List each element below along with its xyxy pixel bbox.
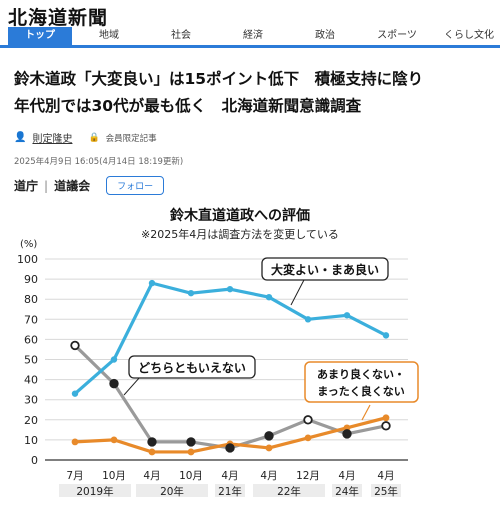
point-s1-3 xyxy=(186,437,196,447)
point-s2-5 xyxy=(265,444,273,452)
x-tick-3: 10月 xyxy=(179,470,203,482)
x-tick-labels: 7月 10月 4月 10月 4月 4月 12月 4月 4月 2019年 20年 21年 22年 24年 25… xyxy=(59,470,401,498)
section-tag-prefecture[interactable]: 道庁 xyxy=(14,179,39,193)
x-tick-6: 12月 xyxy=(296,470,320,482)
point-s0-6 xyxy=(304,316,312,323)
y-tick-90: 90 xyxy=(24,273,38,286)
point-s0-1 xyxy=(110,356,118,363)
y-tick-100: 100 xyxy=(17,253,38,266)
point-s0-3 xyxy=(187,289,195,297)
callout-box-bad xyxy=(304,361,419,403)
article-headline: 鈴木道政「大変良い」は15ポイント低下 積極支持に陰り 年代別では30代が最も低… xyxy=(14,66,494,120)
x-tick-7: 4月 xyxy=(338,470,355,482)
x-tick-0: 7月 xyxy=(66,470,83,482)
y-axis-label: (%) xyxy=(20,239,37,250)
callout-box-good xyxy=(261,257,389,281)
callout-box-neutral xyxy=(128,355,256,379)
point-s0-0 xyxy=(71,390,79,397)
x-year-band-1 xyxy=(136,484,208,497)
nav-culture[interactable]: くらし文化 xyxy=(444,30,494,41)
callout-leader-1 xyxy=(290,277,306,306)
x-year-band-4 xyxy=(332,484,362,497)
nav-sports[interactable]: スポーツ xyxy=(377,30,417,41)
nav-local[interactable]: 地域 xyxy=(99,30,119,41)
nav-politics[interactable]: 政治 xyxy=(315,30,335,41)
y-tick-70: 70 xyxy=(24,313,38,326)
point-s2-3 xyxy=(187,448,195,456)
series-labels: 大変よい・まあ良い どちらともいえない あまり良くない・ まったく良くない xyxy=(123,257,419,421)
x-year-band-0 xyxy=(59,484,131,497)
x-year-band-3 xyxy=(253,484,325,497)
callout-bad-line-1: あまり良くない・ xyxy=(317,367,405,381)
callout-neutral: どちらともいえない xyxy=(138,361,246,375)
x-tick-4: 4月 xyxy=(221,470,238,482)
x-tick-2: 4月 xyxy=(143,470,160,482)
publish-date: 2025年4月9日 16:05(4月14日 18:19更新) xyxy=(14,157,184,167)
x-tick-1: 10月 xyxy=(102,470,126,482)
nav-society[interactable]: 社会 xyxy=(171,30,191,41)
point-s0-8 xyxy=(382,332,390,339)
headline-line-2: 年代別では30代が最も低く 北海道新聞意識調査 xyxy=(14,97,362,115)
follow-button[interactable]: フォロー xyxy=(106,176,165,195)
y-tick-0: 0 xyxy=(31,454,38,467)
section-separator: | xyxy=(44,178,49,193)
point-s2-2 xyxy=(148,448,156,456)
chart-title: 鈴木直道道政への評価 xyxy=(170,207,310,224)
callout-leader-2 xyxy=(123,376,141,396)
point-s1-8 xyxy=(381,421,391,431)
point-s1-1 xyxy=(109,378,119,389)
point-s1-2 xyxy=(147,437,157,447)
y-tick-10: 10 xyxy=(24,434,38,447)
point-s2-6 xyxy=(304,434,312,442)
y-tick-40: 40 xyxy=(24,374,38,387)
headline-line-1: 鈴木道政「大変良い」は15ポイント低下 積極支持に陰り xyxy=(14,70,424,88)
x-year-1: 20年 xyxy=(160,485,184,498)
point-s0-7 xyxy=(343,312,351,319)
callout-good: 大変よい・まあ良い xyxy=(271,262,379,277)
y-tick-80: 80 xyxy=(24,293,38,306)
x-year-band-5 xyxy=(371,484,401,497)
point-s1-5 xyxy=(264,431,274,441)
y-tick-labels: 0 10 20 30 40 50 60 70 80 90 100 xyxy=(17,253,38,467)
x-year-5: 25年 xyxy=(374,485,398,498)
y-tick-30: 30 xyxy=(24,394,38,407)
point-s0-4 xyxy=(226,285,234,293)
point-s1-4 xyxy=(225,443,235,453)
series-lines xyxy=(70,279,391,456)
approval-chart: 鈴木直道道政への評価 ※2025年4月は調査方法を変更している (%) 0 10 2… xyxy=(17,207,419,498)
nav-economy[interactable]: 経済 xyxy=(243,30,263,41)
callout-bad-line-2: まったく良くない xyxy=(317,384,405,398)
chart-subtitle: ※2025年4月は調査方法を変更している xyxy=(141,227,339,241)
x-year-3: 22年 xyxy=(277,485,301,498)
point-s0-5 xyxy=(265,293,273,301)
lock-icon: 🔒 xyxy=(88,132,100,143)
x-year-band-2 xyxy=(215,484,245,497)
y-tick-60: 60 xyxy=(24,333,38,346)
x-tick-5: 4月 xyxy=(260,470,277,482)
point-s2-0 xyxy=(71,438,79,446)
nav-top[interactable]: トップ xyxy=(8,27,72,45)
point-s2-1 xyxy=(110,436,118,444)
members-only-label: 会員限定記事 xyxy=(105,133,157,144)
site-logo[interactable]: 北海道新聞 xyxy=(8,7,109,29)
x-year-0: 2019年 xyxy=(76,485,113,498)
section-tags: 道庁 | 道議会 フォロー xyxy=(14,176,165,195)
point-s1-0 xyxy=(70,340,80,351)
callout-leader-3 xyxy=(361,404,371,421)
author-icon: 👤 xyxy=(14,132,27,143)
y-tick-50: 50 xyxy=(24,354,38,367)
main-nav: トップ 地域 社会 経済 政治 スポーツ くらし文化 xyxy=(0,27,500,48)
byline: 👤 則定隆史 🔒 会員限定記事 xyxy=(14,130,157,145)
point-s1-7 xyxy=(342,429,352,439)
x-tick-8: 4月 xyxy=(377,470,394,482)
y-tick-20: 20 xyxy=(24,414,38,427)
author-link[interactable]: 則定隆史 xyxy=(32,134,73,145)
point-s2-8 xyxy=(382,414,390,422)
point-s1-6 xyxy=(303,415,313,425)
x-year-4: 24年 xyxy=(335,485,359,498)
point-s0-2 xyxy=(148,279,156,287)
x-year-2: 21年 xyxy=(218,485,242,498)
section-tag-assembly[interactable]: 道議会 xyxy=(54,179,91,193)
